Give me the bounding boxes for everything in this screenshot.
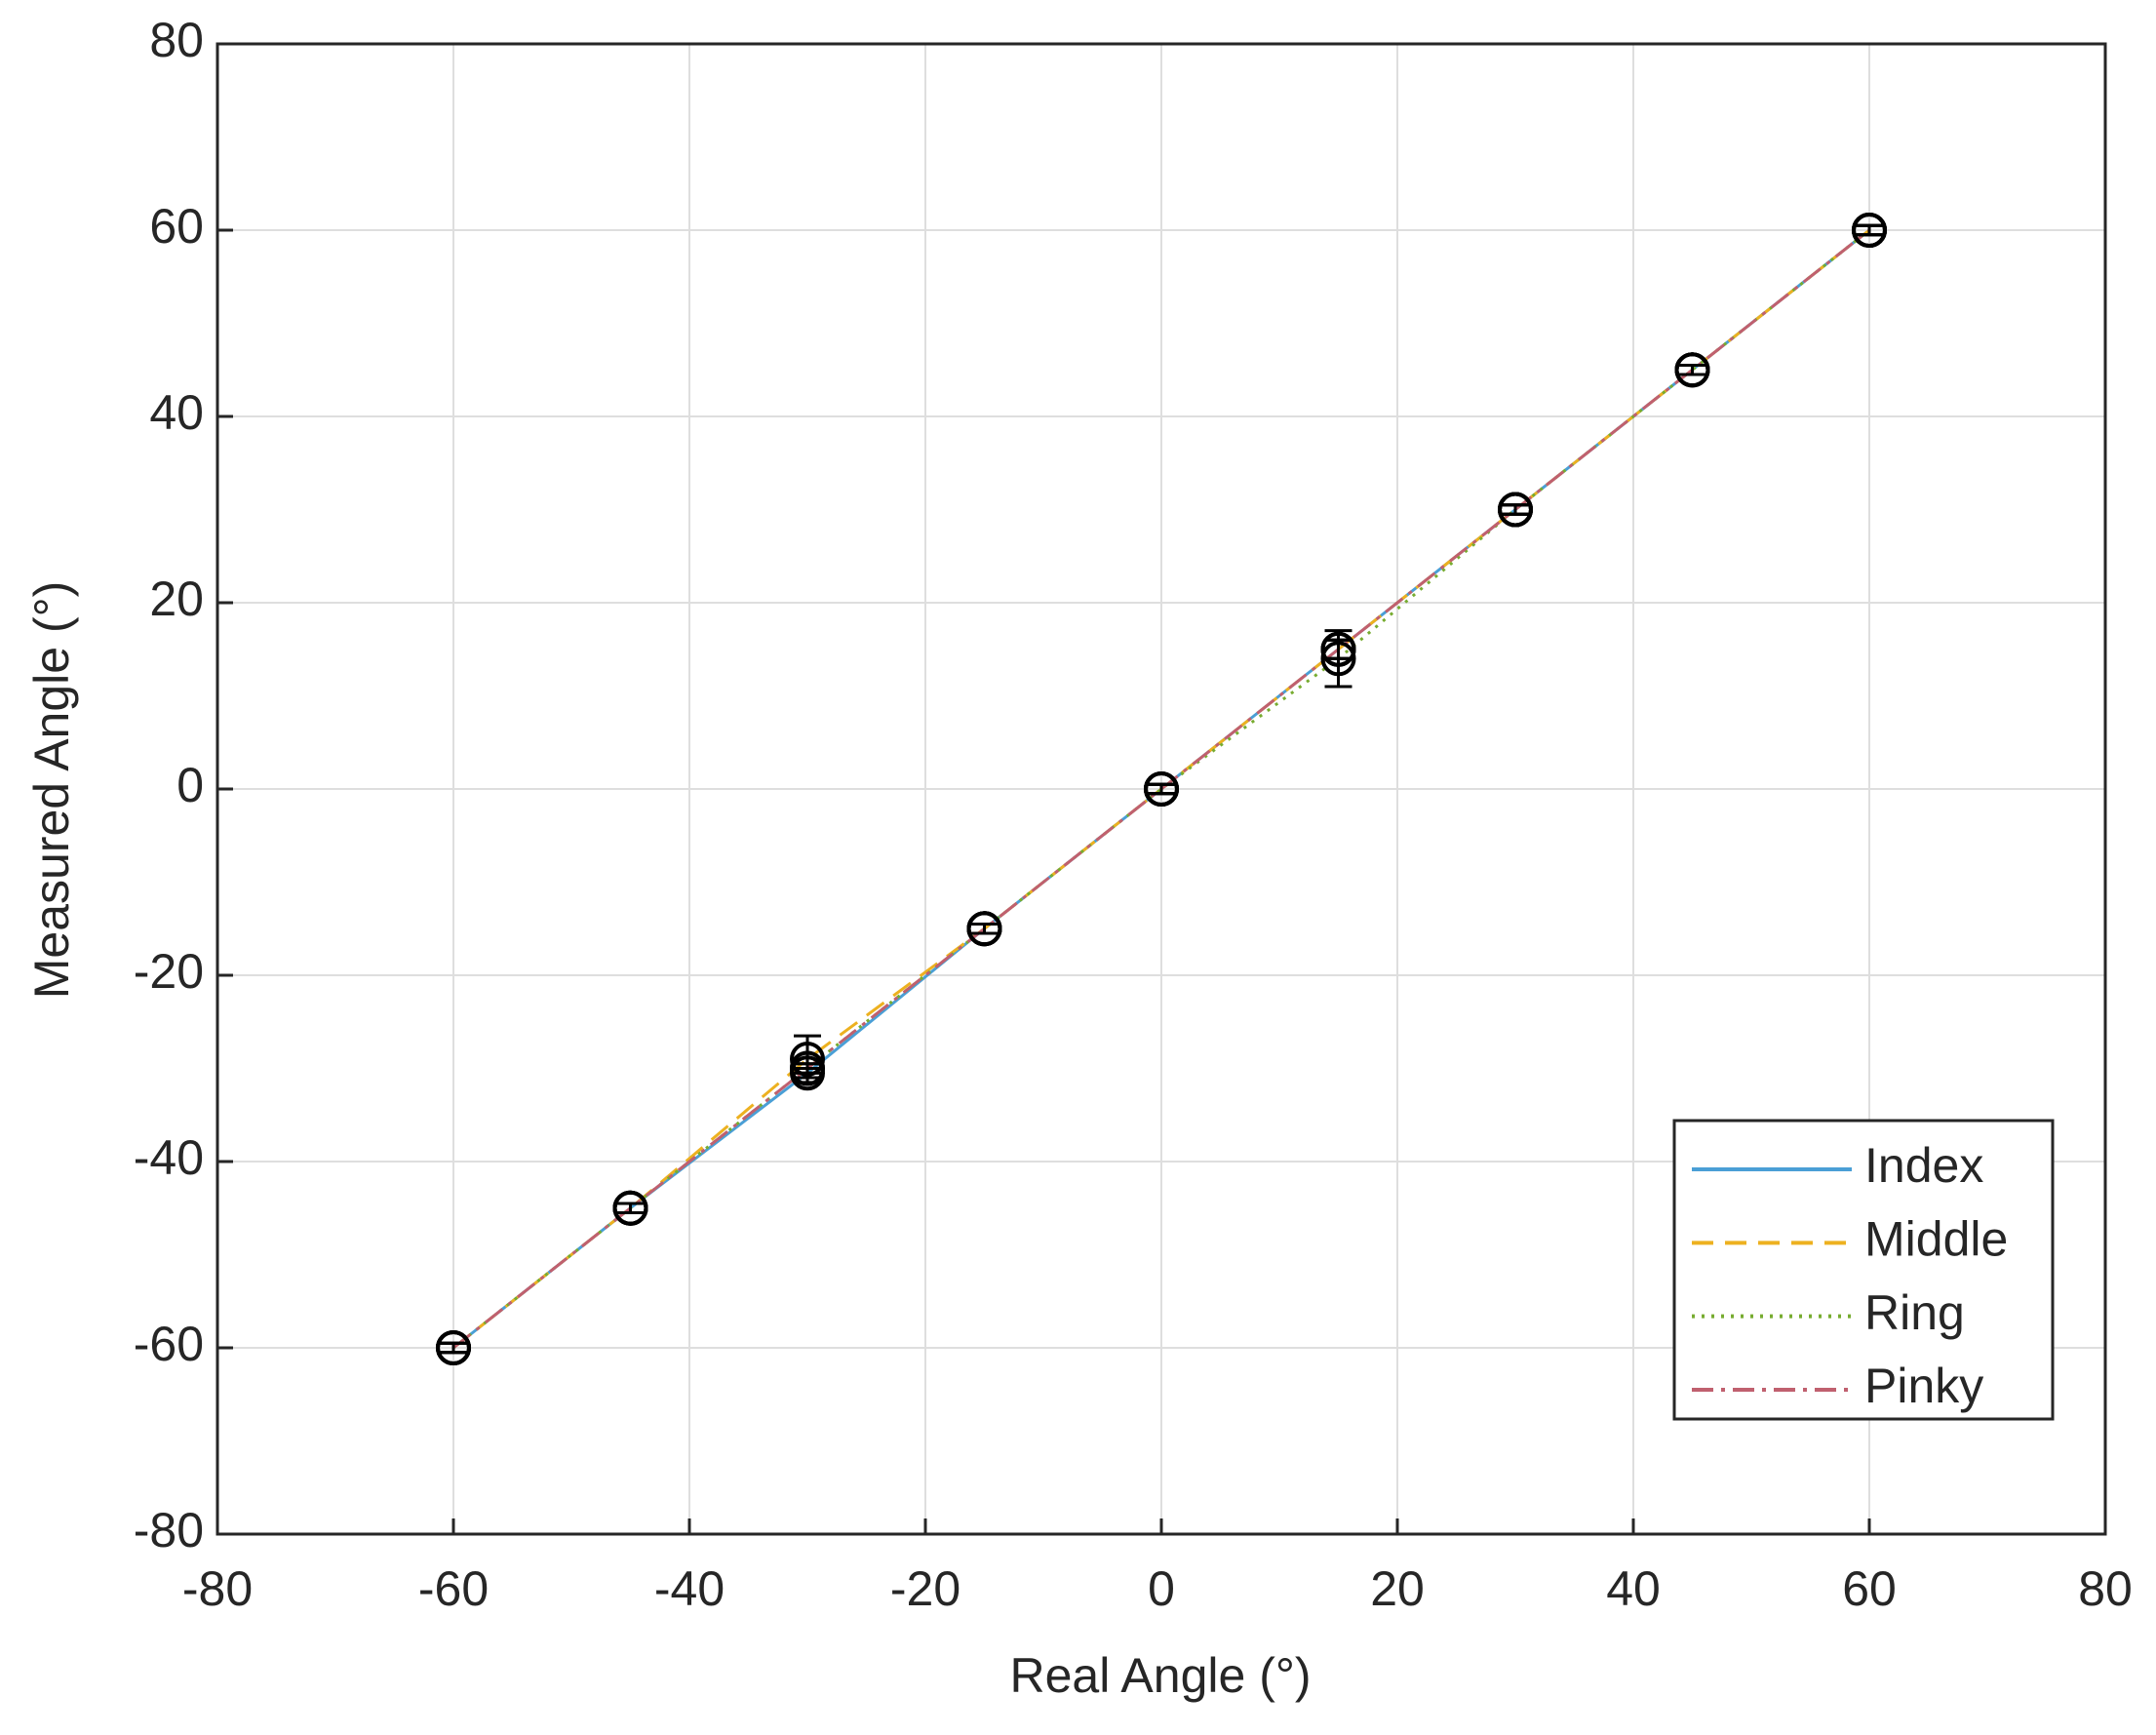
x-axis-label: Real Angle (°) (1009, 1648, 1311, 1703)
legend-box (1672, 1119, 2055, 1421)
legend-label: Index (1864, 1138, 1983, 1193)
y-tick-label: -20 (134, 944, 204, 999)
error-bar (970, 922, 999, 935)
marker (1498, 492, 1533, 528)
y-tick-label: 20 (149, 572, 204, 626)
marker (436, 1330, 471, 1365)
y-axis-label: Measured Angle (°) (24, 581, 79, 1000)
x-tick-label: 60 (1842, 1561, 1897, 1616)
marker (790, 1041, 825, 1077)
marker (1320, 631, 1356, 667)
error-bar (1148, 782, 1175, 796)
error-bar (440, 1341, 467, 1355)
x-tick-label: 20 (1370, 1561, 1425, 1616)
y-tick-label: -40 (134, 1130, 204, 1185)
marker (1674, 352, 1710, 388)
x-tick-label: 80 (2078, 1561, 2133, 1616)
x-tick-label: -80 (182, 1561, 253, 1616)
marker (612, 1190, 648, 1226)
x-tick-label: -40 (654, 1561, 725, 1616)
y-tick-label: 80 (149, 13, 204, 67)
legend-label: Middle (1864, 1212, 2008, 1267)
x-tick-label: 40 (1606, 1561, 1661, 1616)
y-tick-label: 60 (149, 199, 204, 254)
error-bar (1324, 638, 1352, 660)
x-tick-label: -60 (418, 1561, 489, 1616)
legend-label: Ring (1864, 1285, 1965, 1340)
error-bar (616, 1202, 645, 1215)
marker (1852, 213, 1887, 248)
error-bar (1678, 363, 1706, 376)
error-bar (1502, 503, 1529, 516)
axes-box (216, 42, 2107, 1536)
y-tick-label: 40 (149, 385, 204, 440)
y-tick-label: 0 (176, 758, 204, 812)
x-tick-label: 0 (1148, 1561, 1175, 1616)
marker (966, 911, 1002, 947)
error-bar (794, 1062, 821, 1075)
marker (790, 1050, 825, 1086)
legend: Index Middle Ring Pinky (1672, 1119, 2055, 1421)
error-bar (1856, 223, 1883, 237)
legend-label: Pinky (1864, 1359, 1983, 1413)
y-tick-label: -80 (134, 1503, 204, 1558)
x-tick-label: -20 (890, 1561, 960, 1616)
y-tick-label: -60 (134, 1317, 204, 1371)
series-line (452, 228, 1870, 1350)
marker (1144, 771, 1179, 807)
